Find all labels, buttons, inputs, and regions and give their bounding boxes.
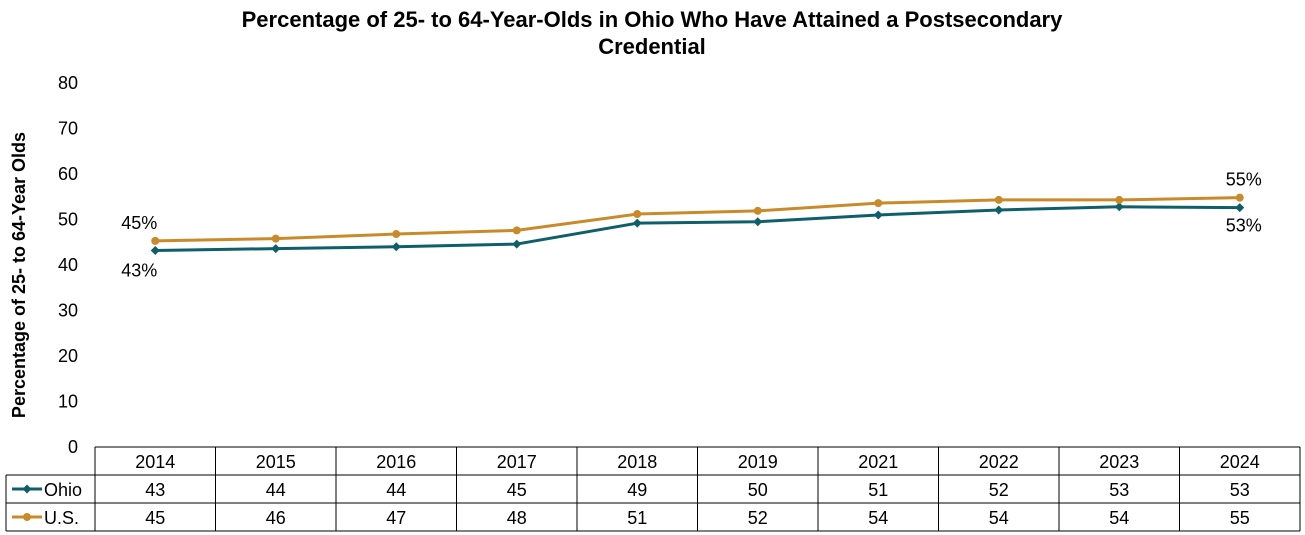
y-tick-label: 0 <box>68 437 78 457</box>
data-point-u-s <box>392 230 401 239</box>
table-cell-u-s: 54 <box>989 508 1009 528</box>
data-point-ohio <box>391 242 401 252</box>
legend-label-u-s: U.S. <box>44 508 79 528</box>
series-lines: 43% 53% 45% 55% <box>121 170 1262 281</box>
table-cell-u-s: 51 <box>627 508 647 528</box>
table-cell-ohio: 52 <box>989 480 1009 500</box>
data-point-ohio <box>632 218 642 228</box>
table-cell-u-s: 54 <box>868 508 888 528</box>
table-cell-ohio: 53 <box>1230 480 1250 500</box>
table-cell-ohio: 49 <box>627 480 647 500</box>
x-tick-label: 2019 <box>738 452 778 472</box>
series-line-u-s <box>155 196 1240 243</box>
y-tick-label: 60 <box>58 164 78 184</box>
y-tick-label: 40 <box>58 255 78 275</box>
y-tick-label: 10 <box>58 392 78 412</box>
data-point-u-s <box>1235 193 1244 202</box>
data-point-ohio <box>994 205 1004 215</box>
legend-label-ohio: Ohio <box>44 480 82 500</box>
data-point-u-s <box>633 210 642 219</box>
series-line-ohio <box>155 205 1240 252</box>
table-cell-ohio: 43 <box>145 480 165 500</box>
data-point-u-s <box>874 199 883 208</box>
data-point-u-s <box>151 236 160 245</box>
y-tick-label: 20 <box>58 346 78 366</box>
table-cell-ohio: 44 <box>266 480 286 500</box>
data-point-ohio <box>150 245 160 255</box>
data-point-ohio <box>873 210 883 220</box>
data-label-u-s-first: 45% <box>121 213 157 233</box>
data-point-ohio <box>753 217 763 227</box>
x-tick-label: 2024 <box>1220 452 1260 472</box>
x-tick-label: 2023 <box>1099 452 1139 472</box>
chart-title-line-2: Credential <box>598 34 706 59</box>
data-point-u-s <box>994 195 1003 204</box>
data-point-ohio <box>1235 203 1245 213</box>
x-tick-label: 2015 <box>256 452 296 472</box>
data-point-ohio <box>1114 202 1124 212</box>
legend-marker-u-s <box>23 513 31 521</box>
data-point-ohio <box>512 239 522 249</box>
data-label-ohio-first: 43% <box>121 260 157 280</box>
x-tick-label: 2017 <box>497 452 537 472</box>
table-cell-u-s: 52 <box>748 508 768 528</box>
x-tick-label: 2018 <box>617 452 657 472</box>
y-tick-label: 70 <box>58 119 78 139</box>
data-point-u-s <box>512 226 521 235</box>
y-tick-label: 80 <box>58 73 78 93</box>
y-tick-label: 30 <box>58 301 78 321</box>
chart-title-line-1: Percentage of 25- to 64-Year-Olds in Ohi… <box>242 7 1063 32</box>
y-axis-label: Percentage of 25- to 64-Year Olds <box>9 132 29 418</box>
data-point-u-s <box>271 234 280 243</box>
data-label-ohio-last: 53% <box>1226 216 1262 236</box>
x-tick-label: 2022 <box>979 452 1019 472</box>
table-cell-u-s: 46 <box>266 508 286 528</box>
data-point-ohio <box>271 244 281 254</box>
y-axis-ticks: 0 10 20 30 40 50 60 70 80 <box>58 73 78 457</box>
data-point-u-s <box>753 206 762 215</box>
table-cell-ohio: 45 <box>507 480 527 500</box>
x-tick-label: 2016 <box>376 452 416 472</box>
table-cell-ohio: 50 <box>748 480 768 500</box>
table-cell-u-s: 54 <box>1109 508 1129 528</box>
table-cell-u-s: 47 <box>386 508 406 528</box>
legend-marker-ohio <box>22 484 32 494</box>
table-cell-ohio: 53 <box>1109 480 1129 500</box>
data-label-u-s-last: 55% <box>1226 170 1262 190</box>
y-tick-label: 50 <box>58 210 78 230</box>
table-cell-ohio: 51 <box>868 480 888 500</box>
data-table: 2014 2015 2016 2017 2018 2019 2021 2022 2023 2024… <box>5 446 1301 532</box>
data-point-u-s <box>1115 195 1124 204</box>
x-tick-label: 2014 <box>135 452 175 472</box>
table-cell-u-s: 45 <box>145 508 165 528</box>
table-cell-u-s: 48 <box>507 508 527 528</box>
table-cell-ohio: 44 <box>386 480 406 500</box>
table-cell-u-s: 55 <box>1230 508 1250 528</box>
x-tick-label: 2021 <box>858 452 898 472</box>
